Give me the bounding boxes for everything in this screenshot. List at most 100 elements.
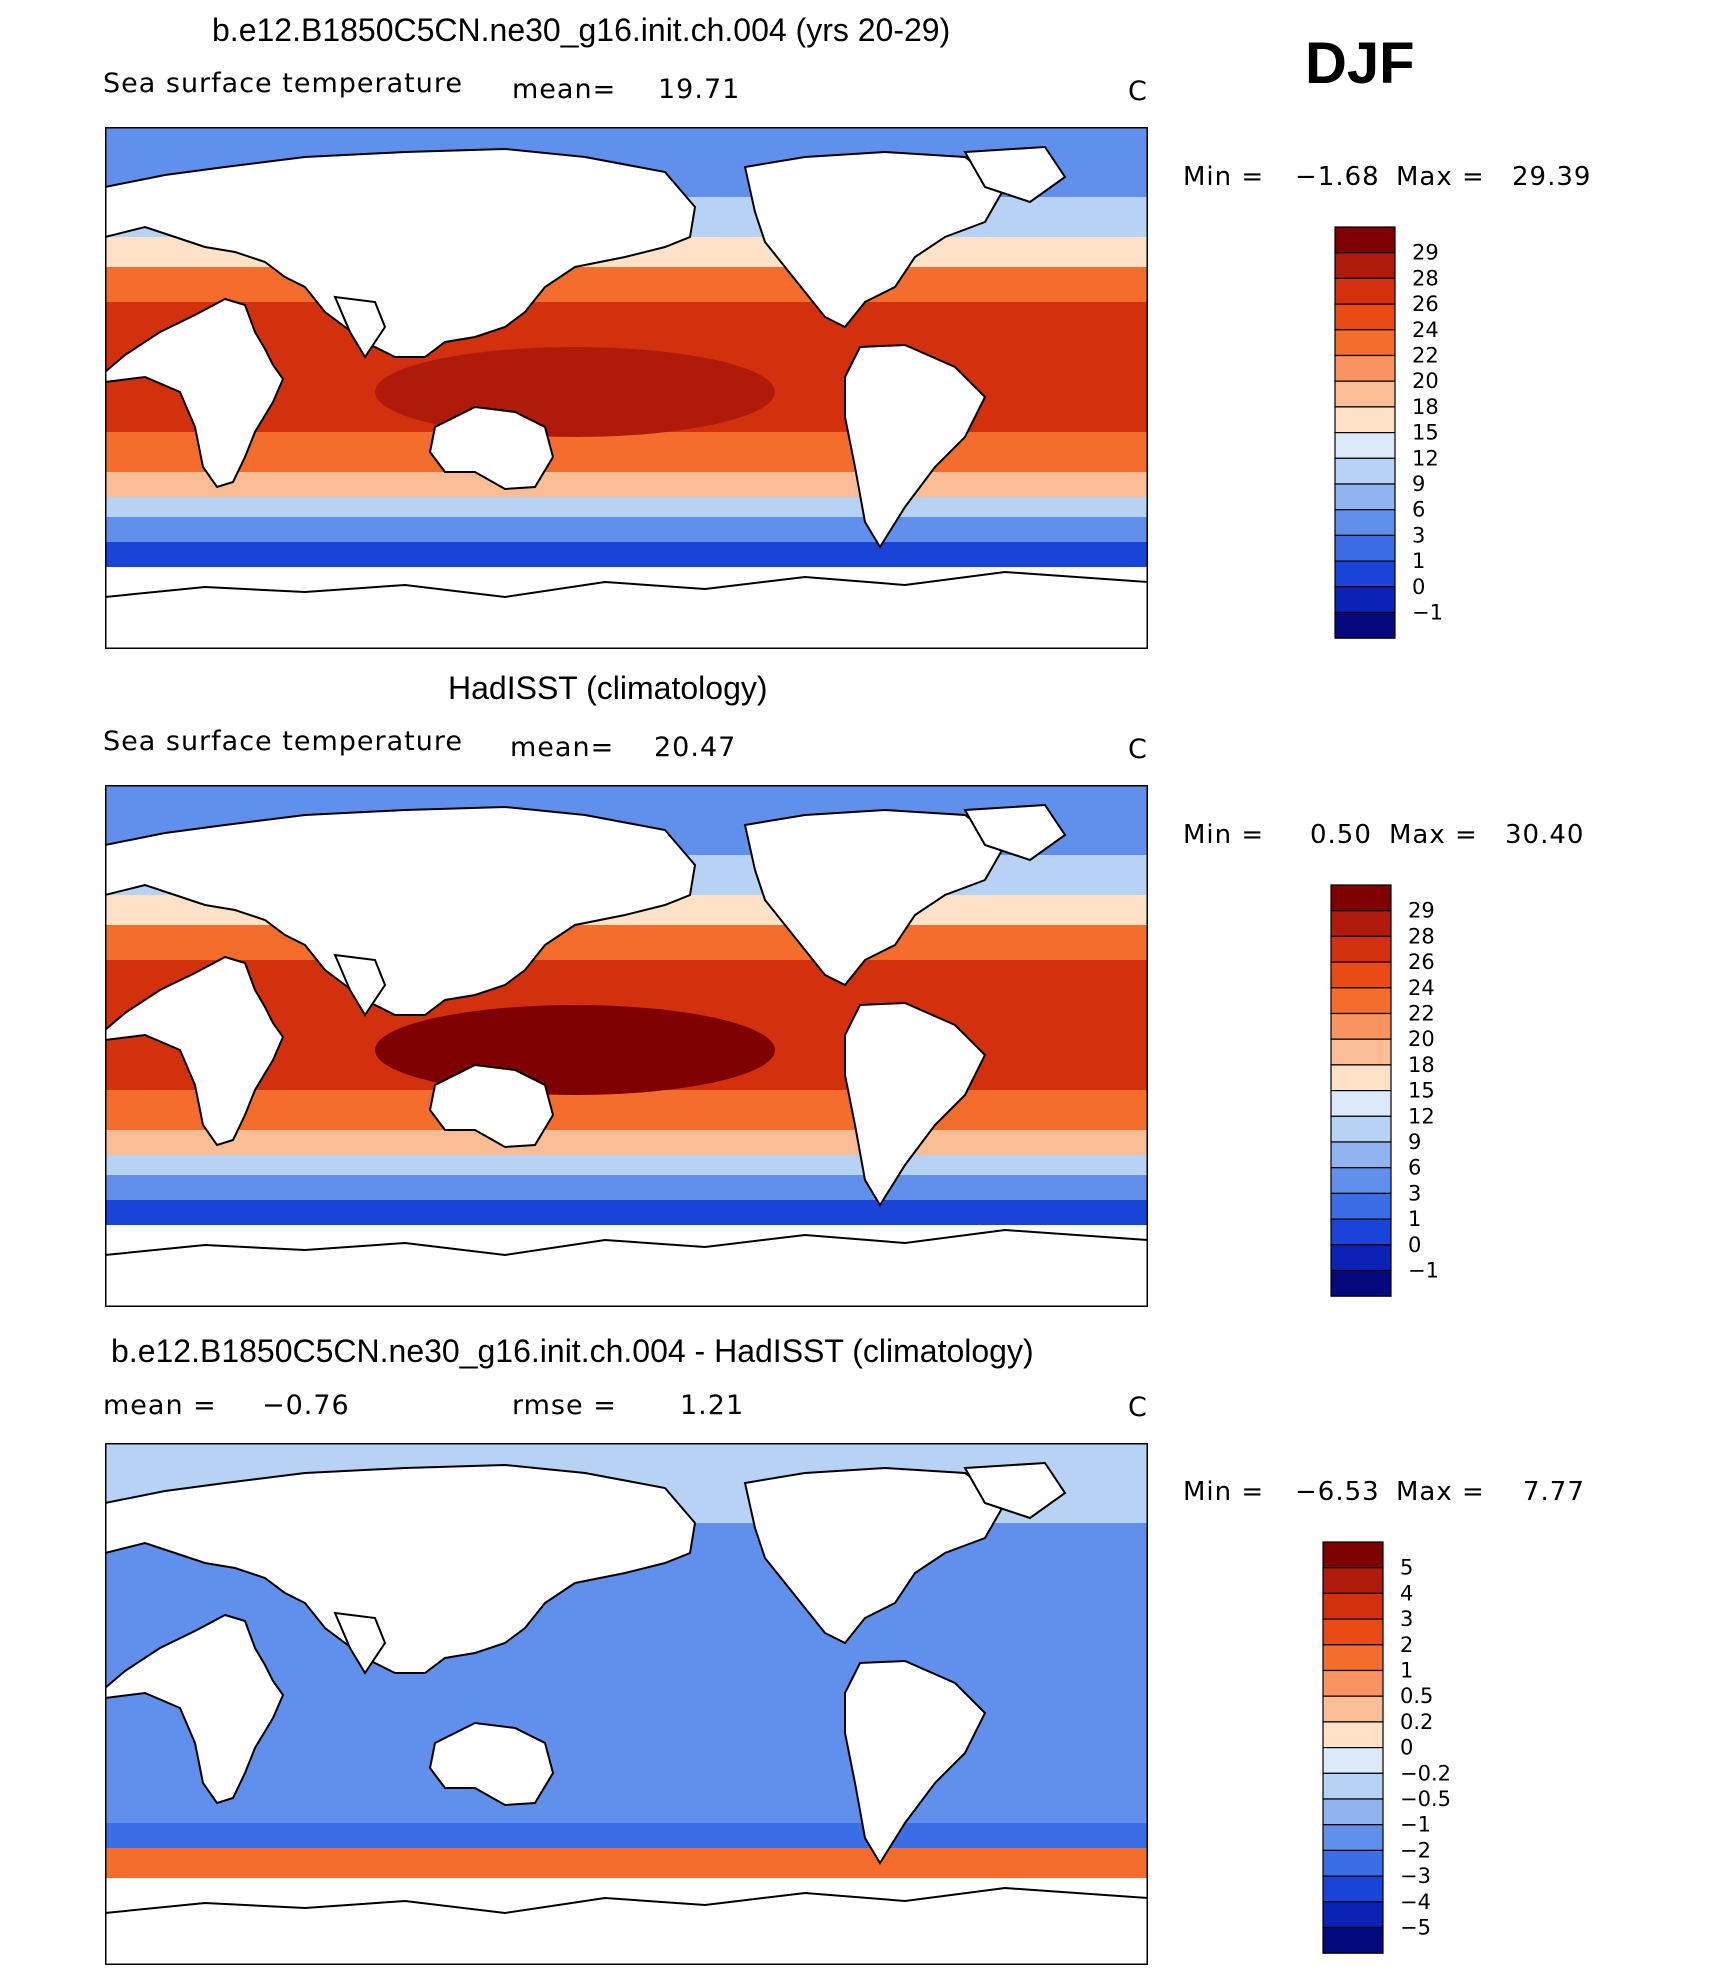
colorbar-swatch <box>1330 1090 1392 1117</box>
map-land <box>844 1659 987 1865</box>
colorbar-swatch <box>1322 1695 1384 1723</box>
map-contour-band <box>105 1848 1148 1878</box>
colorbar-swatch <box>1334 277 1396 305</box>
colorbar-tick-label: 24 <box>1408 976 1435 1000</box>
map-contour-band <box>105 1130 1148 1155</box>
panel-1-units: C <box>1128 76 1148 107</box>
map-land <box>105 955 285 1147</box>
map-contour-band <box>375 1005 775 1095</box>
colorbar-swatch <box>1322 1567 1384 1595</box>
colorbar-swatch <box>1330 1038 1392 1066</box>
map-land <box>105 1613 285 1805</box>
colorbar-tick-label: −5 <box>1400 1916 1431 1940</box>
panel-2-max-label: Max = <box>1389 820 1478 850</box>
map-contour-band <box>105 472 1148 497</box>
colorbar-swatch <box>1330 910 1392 938</box>
colorbar-tick-label: 24 <box>1412 318 1439 342</box>
colorbar-tick-label: 29 <box>1412 241 1439 265</box>
panel-3-min-label: Min = <box>1183 1477 1265 1507</box>
map-contour-band <box>105 542 1148 567</box>
colorbar-swatch <box>1334 611 1396 639</box>
panel-3-max-label: Max = <box>1396 1477 1485 1507</box>
colorbar-tick-label: −2 <box>1400 1838 1431 1862</box>
colorbar-tick-label: 26 <box>1412 292 1439 316</box>
colorbar-tick-label: 12 <box>1412 446 1439 470</box>
panel-1-title: b.e12.B1850C5CN.ne30_g16.init.ch.004 (yr… <box>212 12 951 48</box>
map-land <box>105 805 697 1016</box>
map-contour-band <box>105 925 1148 960</box>
colorbar-swatch <box>1330 1012 1392 1040</box>
colorbar-tick-label: 4 <box>1400 1581 1413 1605</box>
map-contour-band <box>105 1823 1148 1848</box>
map-land <box>333 1611 387 1675</box>
colorbar-swatch <box>1322 1875 1384 1903</box>
colorbar-swatch <box>1322 1721 1384 1749</box>
colorbar-tick-label: −3 <box>1400 1864 1431 1888</box>
panel-3-units: C <box>1128 1392 1148 1423</box>
map-frame <box>105 1443 1148 1965</box>
colorbar-swatch <box>1322 1592 1384 1620</box>
colorbar-swatch <box>1322 1824 1384 1852</box>
colorbar-tick-label: 29 <box>1408 899 1435 923</box>
map-frame <box>105 127 1148 649</box>
map-land <box>963 145 1067 204</box>
colorbar-tick-label: 0 <box>1400 1736 1413 1760</box>
colorbar-tick-label: 18 <box>1408 1053 1435 1077</box>
map-contour-band <box>105 497 1148 517</box>
colorbar-swatch <box>1334 432 1396 459</box>
map-land <box>844 1001 987 1207</box>
panel-2-min-label: Min = <box>1183 820 1265 850</box>
map-contour-band <box>105 1155 1148 1175</box>
colorbar-swatch <box>1322 1541 1384 1569</box>
colorbar-tick-label: 6 <box>1412 498 1425 522</box>
colorbar-swatch <box>1330 1141 1392 1169</box>
map-land <box>105 1463 697 1674</box>
panel-2-variable: Sea surface temperature <box>103 726 463 757</box>
panel-2-min-value: 0.50 <box>1310 820 1372 850</box>
colorbar-tick-label: 12 <box>1408 1104 1435 1128</box>
map-contour-band <box>375 347 775 437</box>
colorbar-swatch <box>1330 961 1392 989</box>
panel-2-map <box>105 785 1148 1307</box>
panel-3-rmse-value: 1.21 <box>680 1390 745 1421</box>
colorbar-tick-label: −1 <box>1400 1813 1431 1837</box>
colorbar-tick-label: 20 <box>1412 369 1439 393</box>
panel-2-mean-label: mean= <box>510 732 615 763</box>
panel-1-min-value: −1.68 <box>1295 162 1380 192</box>
colorbar-swatch <box>1322 1926 1384 1954</box>
colorbar-swatch <box>1334 252 1396 280</box>
panel-3-map <box>105 1443 1148 1965</box>
colorbar-tick-label: 9 <box>1412 472 1425 496</box>
panel-2-title: HadISST (climatology) <box>448 670 768 706</box>
colorbar-swatch <box>1330 1244 1392 1272</box>
colorbar-swatch <box>1330 1269 1392 1297</box>
colorbar-tick-label: 22 <box>1412 344 1439 368</box>
colorbar-swatch <box>1322 1618 1384 1646</box>
panel-3-min-value: −6.53 <box>1295 1477 1380 1507</box>
panel-1-variable: Sea surface temperature <box>103 68 463 99</box>
map-land <box>105 147 697 358</box>
colorbar-tick-label: −1 <box>1408 1259 1439 1283</box>
colorbar-tick-label: −0.2 <box>1400 1761 1451 1785</box>
map-land <box>963 803 1067 862</box>
colorbar-swatch <box>1334 380 1396 408</box>
map-land <box>743 1466 1007 1645</box>
panel-2-units: C <box>1128 734 1148 765</box>
panel-3-mean-value: −0.76 <box>262 1390 350 1421</box>
colorbar-tick-label: −4 <box>1400 1890 1431 1914</box>
colorbar-swatch <box>1322 1849 1384 1877</box>
colorbar-swatch <box>1330 884 1392 912</box>
colorbar-swatch <box>1334 354 1396 382</box>
colorbar-tick-label: 3 <box>1400 1607 1413 1631</box>
map-land <box>105 297 285 489</box>
colorbar-swatch <box>1334 303 1396 331</box>
colorbar-tick-label: 0 <box>1408 1233 1421 1257</box>
map-land <box>105 1228 1148 1307</box>
map-contour-band <box>105 1090 1148 1130</box>
colorbar-swatch <box>1334 329 1396 357</box>
colorbar-swatch <box>1322 1798 1384 1826</box>
map-land <box>105 570 1148 649</box>
colorbar-swatch <box>1334 406 1396 434</box>
colorbar-tick-label: 1 <box>1408 1207 1421 1231</box>
